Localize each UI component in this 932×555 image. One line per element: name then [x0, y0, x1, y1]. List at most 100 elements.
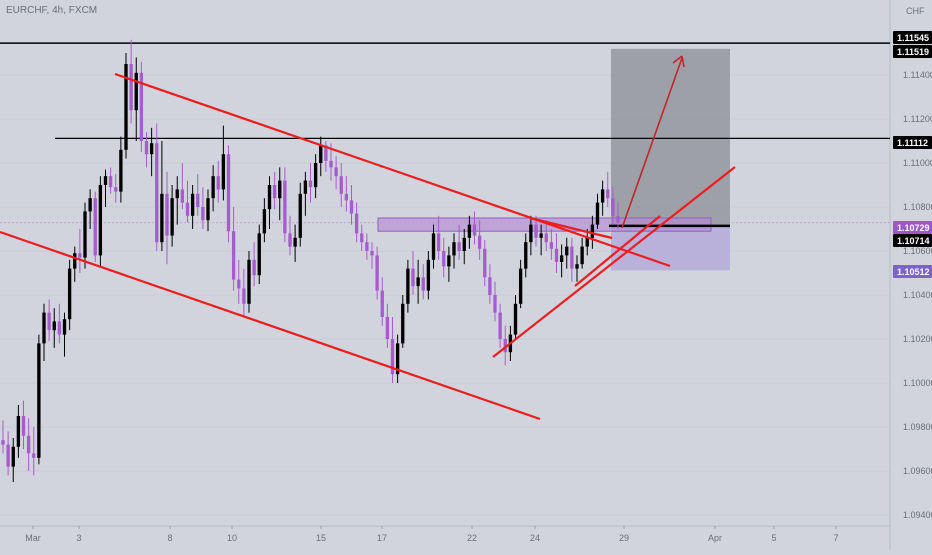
- candle-body-16: [83, 211, 87, 258]
- candle-body-54: [278, 180, 282, 199]
- target-arrow-line: [621, 57, 683, 229]
- candle-body-20: [103, 176, 108, 185]
- price-badge-label-0: 1.11545: [897, 33, 929, 43]
- candle-body-46: [237, 279, 241, 289]
- candle-body-92: [472, 224, 477, 236]
- candle-body-11: [57, 321, 62, 335]
- candle-body-14: [73, 253, 77, 269]
- candle-body-53: [272, 185, 277, 199]
- candle-body-94: [483, 248, 487, 278]
- candle-body-96: [493, 295, 497, 313]
- candle-body-97: [498, 312, 502, 339]
- candle-body-61: [313, 163, 318, 188]
- candle-body-102: [524, 242, 528, 269]
- candle-body-0: [1, 440, 5, 445]
- x-tick-label-10: 5: [771, 533, 776, 543]
- currency-label: CHF: [906, 6, 925, 16]
- candle-body-6: [32, 453, 36, 458]
- y-tick-label-8: 1.09800: [903, 422, 932, 432]
- candle-body-50: [257, 233, 261, 276]
- candle-body-88: [452, 242, 456, 256]
- candle-body-83: [426, 259, 431, 291]
- candle-body-120: [616, 215, 620, 223]
- candle-body-26: [134, 72, 138, 111]
- candle-body-35: [180, 189, 185, 203]
- candle-body-17: [88, 198, 92, 212]
- candle-body-79: [406, 268, 410, 304]
- candle-body-111: [570, 246, 574, 269]
- candle-body-13: [67, 268, 72, 320]
- candle-body-95: [488, 277, 492, 295]
- candle-body-69: [354, 213, 359, 234]
- y-tick-label-3: 1.10800: [903, 202, 932, 212]
- candle-body-41: [211, 176, 215, 199]
- candle-body-101: [518, 268, 523, 304]
- candle-body-108: [554, 248, 559, 262]
- candle-body-51: [262, 209, 267, 234]
- price-badge-label-4: 1.10714: [897, 236, 930, 246]
- candle-body-67: [344, 193, 349, 201]
- candle-body-70: [360, 233, 364, 243]
- candle-body-42: [216, 176, 220, 190]
- x-tick-label-9: Apr: [708, 533, 722, 543]
- candle-body-1: [6, 444, 10, 467]
- candle-body-98: [503, 339, 507, 353]
- candle-body-87: [447, 255, 451, 267]
- candle-body-44: [226, 154, 231, 232]
- candle-body-43: [221, 154, 226, 190]
- candle-body-104: [534, 224, 538, 238]
- candle-body-65: [334, 167, 338, 177]
- candle-body-19: [98, 185, 103, 256]
- candle-body-100: [513, 303, 518, 335]
- x-tick-label-6: 22: [467, 533, 477, 543]
- candle-body-48: [247, 259, 251, 304]
- x-tick-label-0: Mar: [25, 533, 41, 543]
- candle-body-105: [539, 233, 543, 238]
- candle-body-29: [149, 143, 154, 155]
- price-badge-5: [893, 265, 932, 278]
- trendline-4: [529, 216, 613, 240]
- stop-zone: [611, 225, 730, 271]
- candle-body-23: [119, 149, 123, 192]
- price-badge-label-3: 1.10729: [897, 223, 930, 233]
- candle-body-85: [436, 233, 441, 251]
- candle-body-64: [329, 160, 333, 168]
- trendline-2: [0, 230, 541, 421]
- candle-body-34: [175, 189, 179, 199]
- candle-body-39: [201, 207, 205, 221]
- candle-body-45: [231, 231, 236, 280]
- price-badge-label-1: 1.11519: [897, 47, 929, 57]
- price-badge-2: [893, 136, 932, 149]
- candle-body-24: [124, 64, 128, 150]
- candle-body-59: [303, 180, 308, 194]
- y-tick-label-1: 1.11200: [903, 114, 932, 124]
- candle-body-106: [544, 233, 548, 243]
- target-zone: [611, 48, 730, 226]
- candle-body-86: [442, 251, 446, 267]
- x-tick-label-1: 3: [76, 533, 81, 543]
- candle-body-56: [288, 233, 292, 247]
- candle-body-84: [431, 233, 436, 260]
- candle-body-37: [190, 193, 195, 216]
- candle-body-57: [293, 237, 297, 247]
- candle-body-8: [42, 312, 46, 344]
- candle-body-15: [78, 253, 82, 258]
- y-tick-label-5: 1.10400: [903, 290, 932, 300]
- candle-body-52: [267, 185, 272, 210]
- candle-body-89: [457, 242, 461, 251]
- candle-body-63: [324, 145, 328, 161]
- candle-body-82: [421, 277, 425, 291]
- x-tick-label-2: 8: [167, 533, 172, 543]
- candle-body-31: [160, 193, 164, 243]
- candle-body-22: [114, 187, 118, 192]
- trendline-1: [114, 72, 671, 268]
- y-tick-label-10: 1.09400: [903, 510, 932, 520]
- trendline-3: [492, 166, 736, 358]
- candle-body-60: [308, 180, 313, 188]
- candle-body-49: [252, 259, 256, 276]
- candle-body-30: [155, 143, 159, 243]
- x-tick-label-3: 10: [227, 533, 237, 543]
- candle-body-32: [165, 193, 169, 236]
